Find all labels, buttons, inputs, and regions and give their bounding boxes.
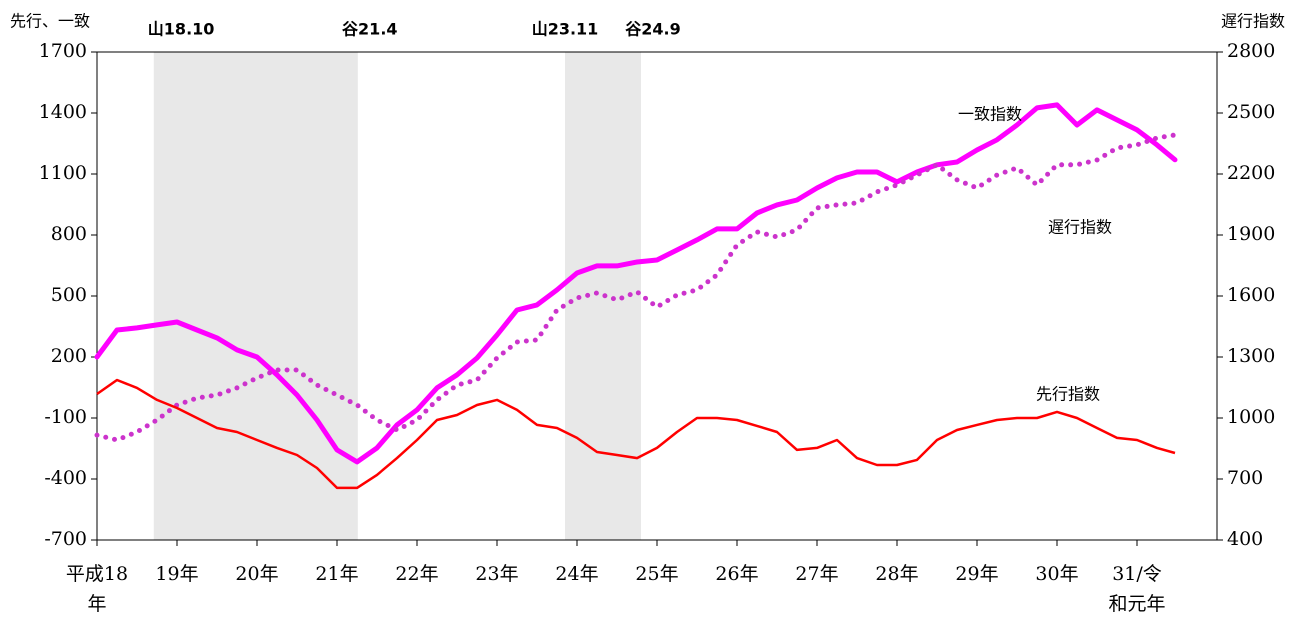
- x-tick-label-line: 19年: [155, 563, 198, 585]
- y-tick-label: 1400: [39, 101, 87, 123]
- y-tick-label: -400: [44, 467, 87, 489]
- y-axis-title: 先行、一致: [10, 12, 90, 31]
- x-tick-label-line: 25年: [635, 563, 678, 585]
- x-tick-label: 29年: [955, 563, 998, 585]
- x-tick-label-line: 22年: [395, 563, 438, 585]
- x-tick-label-line: 27年: [795, 563, 838, 585]
- x-tick-label-line: 21年: [315, 563, 358, 585]
- x-tick-label-line: 24年: [555, 563, 598, 585]
- x-tick-label-line: 31/令: [1112, 563, 1162, 585]
- y2-axis-title: 遅行指数: [1221, 12, 1285, 31]
- x-tick-label: 25年: [635, 563, 678, 585]
- y2-tick-label: 2200: [1227, 162, 1275, 184]
- x-tick-label: 19年: [155, 563, 198, 585]
- y-tick-label: 1700: [39, 40, 87, 62]
- x-tick-label: 21年: [315, 563, 358, 585]
- series-label: 一致指数: [958, 105, 1022, 124]
- y-tick-label: -100: [44, 406, 87, 428]
- x-tick-label: 平成18 年: [66, 563, 128, 615]
- x-tick-label-line: 28年: [875, 563, 918, 585]
- x-tick-label-line: 和元年: [1108, 593, 1165, 615]
- x-tick-label: 31/令和元年: [1108, 563, 1165, 615]
- x-tick-label: 26年: [715, 563, 758, 585]
- recession-band: [153, 52, 358, 540]
- x-tick-label-line: 20年: [235, 563, 278, 585]
- series-label: 遅行指数: [1048, 218, 1112, 237]
- y2-tick-label: 400: [1227, 528, 1263, 550]
- x-tick-label: 23年: [475, 563, 518, 585]
- x-tick-label: 30年: [1035, 563, 1078, 585]
- y2-tick-label: 2800: [1227, 40, 1275, 62]
- series-line: [96, 378, 1176, 490]
- y-tick-label: 200: [51, 345, 87, 367]
- series-line: [94, 132, 1178, 443]
- y-tick-label: -700: [44, 528, 87, 550]
- y-tick-label: 800: [51, 223, 87, 245]
- x-tick-label-line: 平成18: [66, 563, 128, 585]
- y2-tick-label: 1900: [1227, 223, 1275, 245]
- x-tick-label: 27年: [795, 563, 838, 585]
- x-tick-label: 24年: [555, 563, 598, 585]
- y2-tick-label: 2500: [1227, 101, 1275, 123]
- trough-label: 谷21.4: [342, 20, 397, 39]
- x-tick-label-line: 年: [87, 593, 106, 615]
- x-tick-label: 22年: [395, 563, 438, 585]
- y-tick-label: 1100: [39, 162, 87, 184]
- series-label: 先行指数: [1036, 385, 1100, 404]
- series-line: [94, 102, 1178, 465]
- x-tick-label-line: 23年: [475, 563, 518, 585]
- x-tick-label-line: 26年: [715, 563, 758, 585]
- y2-tick-label: 1000: [1227, 406, 1275, 428]
- x-tick-label-line: 30年: [1035, 563, 1078, 585]
- peak-label: 山23.11: [532, 20, 599, 39]
- y-tick-label: 500: [51, 284, 87, 306]
- x-tick-label-line: 29年: [955, 563, 998, 585]
- y2-tick-label: 1300: [1227, 345, 1275, 367]
- x-tick-label: 20年: [235, 563, 278, 585]
- y2-tick-label: 700: [1227, 467, 1263, 489]
- y2-tick-label: 1600: [1227, 284, 1275, 306]
- trough-label: 谷24.9: [625, 20, 680, 39]
- x-tick-label: 28年: [875, 563, 918, 585]
- peak-label: 山18.10: [148, 20, 215, 39]
